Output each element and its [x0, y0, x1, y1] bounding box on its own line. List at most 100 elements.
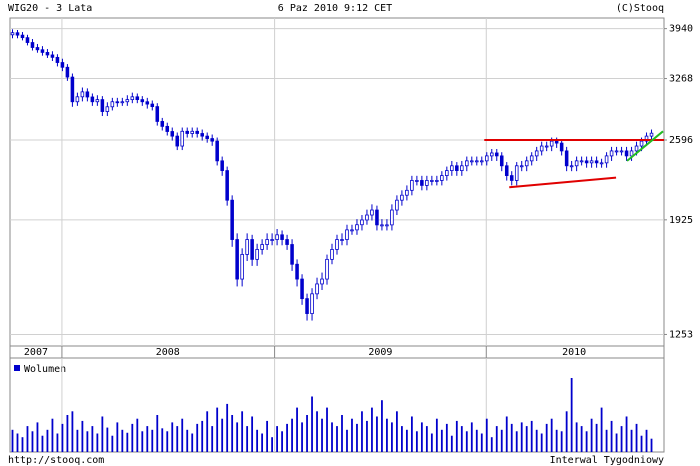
candle-body	[115, 101, 120, 104]
volume-bar	[505, 416, 508, 452]
trend-line	[509, 176, 617, 189]
candle-body	[330, 249, 334, 260]
volume-bar	[76, 429, 79, 452]
candle-body	[165, 125, 170, 132]
volume-bar	[351, 418, 353, 452]
candle-body	[470, 160, 474, 163]
volume-bar	[485, 418, 488, 452]
x-tick-label: 2009	[368, 347, 392, 358]
x-tick-label: 2010	[562, 347, 586, 358]
candle-body	[170, 131, 175, 137]
volume-bar	[251, 416, 254, 452]
volume-bar	[635, 423, 638, 452]
volume-bar	[470, 422, 473, 452]
candle-body	[185, 130, 190, 134]
chart-title: WIG20 - 3 Lata	[8, 3, 92, 14]
x-tick-label: 2007	[24, 347, 48, 358]
volume-bar	[415, 431, 418, 452]
volume-bar	[460, 426, 463, 452]
candle-body	[105, 106, 110, 112]
volume-bar	[356, 423, 358, 452]
candle-body	[340, 239, 344, 241]
volume-bar	[386, 418, 388, 452]
volume-bar	[161, 428, 164, 452]
volume-bar	[600, 407, 603, 452]
volume-bar	[530, 420, 533, 452]
volume-bar	[171, 422, 174, 452]
candle-body	[275, 234, 279, 240]
volume-bar	[381, 400, 383, 452]
candle-body	[440, 175, 444, 181]
volume-bar	[475, 429, 478, 452]
volume-bar	[31, 431, 34, 452]
candle-body	[215, 140, 219, 162]
candle-body	[325, 258, 329, 280]
volume-bar	[261, 433, 264, 452]
volume-bar	[116, 422, 119, 452]
volume-bar	[326, 407, 328, 452]
candle-body	[305, 298, 309, 314]
volume-bar	[11, 429, 14, 452]
candle-body	[30, 42, 35, 48]
candle-body	[285, 239, 289, 245]
volume-bar	[435, 418, 438, 452]
volume-bar	[336, 426, 338, 452]
volume-bar	[86, 431, 89, 452]
candle-body	[250, 239, 254, 260]
candle-body	[480, 160, 484, 163]
candle-body	[489, 152, 494, 157]
volume-bar	[535, 429, 538, 452]
candle-body	[624, 150, 629, 157]
candle-body	[524, 160, 529, 167]
volume-bar	[376, 416, 378, 452]
volume-legend: Wolumen	[24, 364, 66, 375]
volume-bar	[226, 403, 229, 452]
candle-body	[579, 160, 584, 163]
credit: (C)Stooq	[616, 3, 664, 14]
volume-bar	[630, 429, 633, 452]
volume-bar	[555, 429, 558, 452]
candle-body	[60, 62, 65, 68]
volume-bar	[156, 415, 159, 452]
volume-bar	[121, 429, 124, 452]
y-tick-label: 3940	[669, 24, 693, 35]
candle-body	[220, 160, 224, 171]
candle-body	[240, 254, 244, 280]
candle-body	[609, 150, 614, 157]
candle-body	[534, 150, 539, 157]
volume-bar	[401, 426, 403, 452]
candle-body	[110, 101, 115, 108]
candle-body	[529, 155, 534, 162]
volume-bar	[580, 426, 583, 452]
volume-bar	[366, 420, 368, 452]
volume-bar	[520, 422, 523, 452]
volume-bar	[445, 423, 448, 452]
candle-body	[10, 32, 15, 36]
candle-body	[594, 160, 599, 164]
volume-bar	[256, 429, 259, 452]
candle-body	[385, 224, 389, 227]
candle-body	[65, 66, 70, 78]
candle-body	[35, 47, 40, 51]
candle-body	[360, 219, 364, 226]
candle-body	[375, 209, 379, 226]
volume-bar	[465, 431, 468, 452]
volume-bar	[16, 433, 19, 452]
candle-body	[320, 278, 324, 285]
volume-bar	[430, 433, 433, 452]
volume-bar	[241, 411, 244, 452]
candle-body	[504, 165, 509, 176]
candle-body	[460, 165, 464, 171]
candle-body	[150, 103, 155, 108]
volume-bar	[231, 415, 234, 452]
candle-body	[380, 224, 384, 227]
volume-bar	[605, 429, 608, 452]
trend-line	[626, 130, 664, 162]
candle-body	[435, 180, 439, 182]
candle-body	[519, 165, 524, 168]
candle-body	[40, 49, 45, 53]
volume-bar	[500, 429, 503, 452]
candle-body	[25, 37, 30, 43]
candle-body	[395, 199, 399, 211]
candle-body	[255, 249, 259, 260]
